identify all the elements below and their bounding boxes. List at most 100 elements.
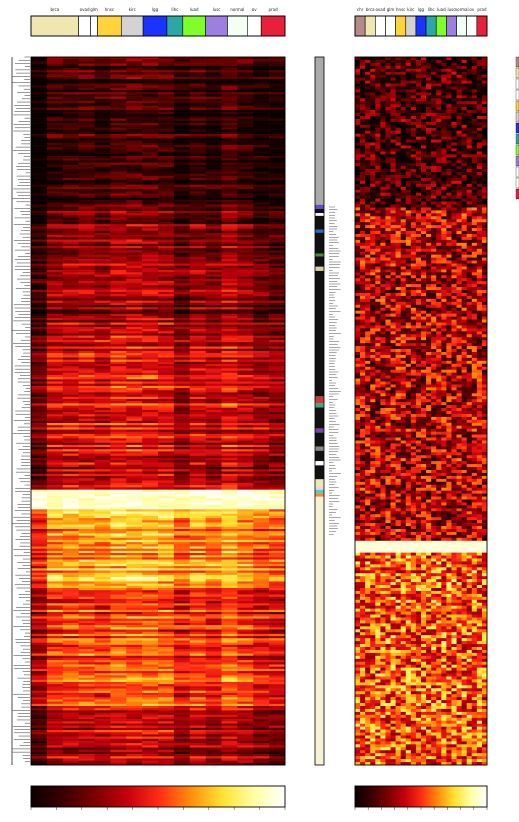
left-cell bbox=[78, 633, 95, 637]
left-cell bbox=[158, 509, 175, 512]
left-cell bbox=[173, 129, 191, 133]
left-cell bbox=[78, 529, 95, 532]
left-cell bbox=[269, 296, 286, 299]
left-cell bbox=[142, 568, 159, 571]
left-cell bbox=[31, 457, 48, 461]
left-cell bbox=[78, 414, 95, 417]
left-cell bbox=[189, 618, 206, 622]
left-cell bbox=[158, 553, 175, 556]
left-cell bbox=[31, 500, 48, 504]
left-cell bbox=[205, 337, 222, 341]
left-cell bbox=[46, 285, 64, 288]
left-cell bbox=[269, 145, 286, 148]
left-cell bbox=[237, 379, 254, 382]
left-cell bbox=[205, 583, 222, 587]
left-cell bbox=[173, 462, 191, 466]
left-cell bbox=[126, 491, 143, 495]
left-cell bbox=[253, 189, 270, 192]
left-cell bbox=[126, 379, 143, 382]
left-cell bbox=[126, 197, 143, 201]
left-cell bbox=[31, 433, 48, 437]
left-cell bbox=[158, 320, 175, 323]
left-cell bbox=[142, 305, 159, 308]
left-cell bbox=[253, 200, 270, 203]
left-cell bbox=[158, 518, 175, 521]
left-cell bbox=[110, 414, 127, 417]
left-cell bbox=[205, 287, 222, 291]
left-cell bbox=[31, 248, 48, 251]
left-cell bbox=[62, 129, 79, 133]
left-cell bbox=[62, 679, 79, 683]
left-cell bbox=[31, 226, 48, 229]
left-cell bbox=[94, 90, 111, 93]
left-cell bbox=[126, 272, 143, 275]
left-cell bbox=[78, 285, 95, 288]
left-cell bbox=[94, 533, 111, 536]
left-cell bbox=[31, 193, 48, 196]
left-cell bbox=[158, 420, 175, 424]
left-cell bbox=[269, 522, 286, 525]
left-cell bbox=[62, 502, 79, 506]
left-cell bbox=[62, 444, 79, 448]
left-cell bbox=[253, 620, 270, 624]
left-cell bbox=[31, 280, 48, 284]
left-cell bbox=[31, 544, 48, 547]
left-cell bbox=[46, 616, 64, 619]
left-cell bbox=[237, 618, 254, 622]
left-cell bbox=[126, 103, 143, 106]
left-cell bbox=[78, 263, 95, 266]
left-cell bbox=[126, 701, 143, 705]
left-cell bbox=[78, 640, 95, 643]
left-cell bbox=[142, 364, 159, 367]
left-cell bbox=[173, 175, 191, 179]
left-cell bbox=[173, 300, 191, 304]
left-cell bbox=[158, 92, 175, 95]
left-cell bbox=[110, 451, 127, 454]
left-cell bbox=[62, 466, 79, 470]
left-cell bbox=[126, 76, 143, 80]
left-cell bbox=[158, 592, 175, 595]
left-cell bbox=[126, 87, 143, 91]
left-cell bbox=[221, 451, 238, 454]
left-cell bbox=[94, 686, 111, 689]
left-cell bbox=[142, 695, 159, 698]
left-cell bbox=[78, 553, 95, 556]
left-group-band-lusc bbox=[205, 15, 228, 37]
left-cell bbox=[62, 572, 79, 576]
left-cell bbox=[237, 537, 254, 541]
left-cell bbox=[126, 250, 143, 253]
left-cell bbox=[269, 592, 286, 595]
left-cell bbox=[126, 609, 143, 613]
left-cell bbox=[269, 96, 286, 100]
left-cell bbox=[46, 657, 64, 661]
left-cell bbox=[126, 68, 143, 71]
left-cell bbox=[142, 405, 159, 409]
left-cell bbox=[173, 442, 191, 446]
left-cell bbox=[110, 515, 127, 519]
left-cell bbox=[237, 123, 254, 126]
left-cell bbox=[110, 612, 127, 615]
left-cell bbox=[31, 675, 48, 678]
left-cell bbox=[189, 83, 206, 86]
left-cell bbox=[237, 520, 254, 523]
left-cell bbox=[110, 353, 127, 356]
left-cell bbox=[94, 498, 111, 501]
left-cell bbox=[46, 561, 64, 565]
left-cell bbox=[46, 524, 64, 528]
left-cell bbox=[221, 107, 238, 111]
left-cell bbox=[158, 627, 175, 630]
left-cell bbox=[142, 390, 159, 393]
left-cell bbox=[253, 618, 270, 622]
left-cell bbox=[142, 189, 159, 192]
left-group-label-ovad: ovad bbox=[80, 7, 90, 12]
left-cell bbox=[94, 357, 111, 360]
left-cell bbox=[142, 353, 159, 356]
left-cell bbox=[173, 208, 191, 212]
left-cell bbox=[237, 252, 254, 256]
left-cell bbox=[173, 294, 191, 297]
left-cell bbox=[31, 298, 48, 301]
left-cell bbox=[205, 429, 222, 433]
left-cell bbox=[78, 455, 95, 459]
left-cell bbox=[221, 87, 238, 91]
left-cell bbox=[237, 542, 254, 545]
